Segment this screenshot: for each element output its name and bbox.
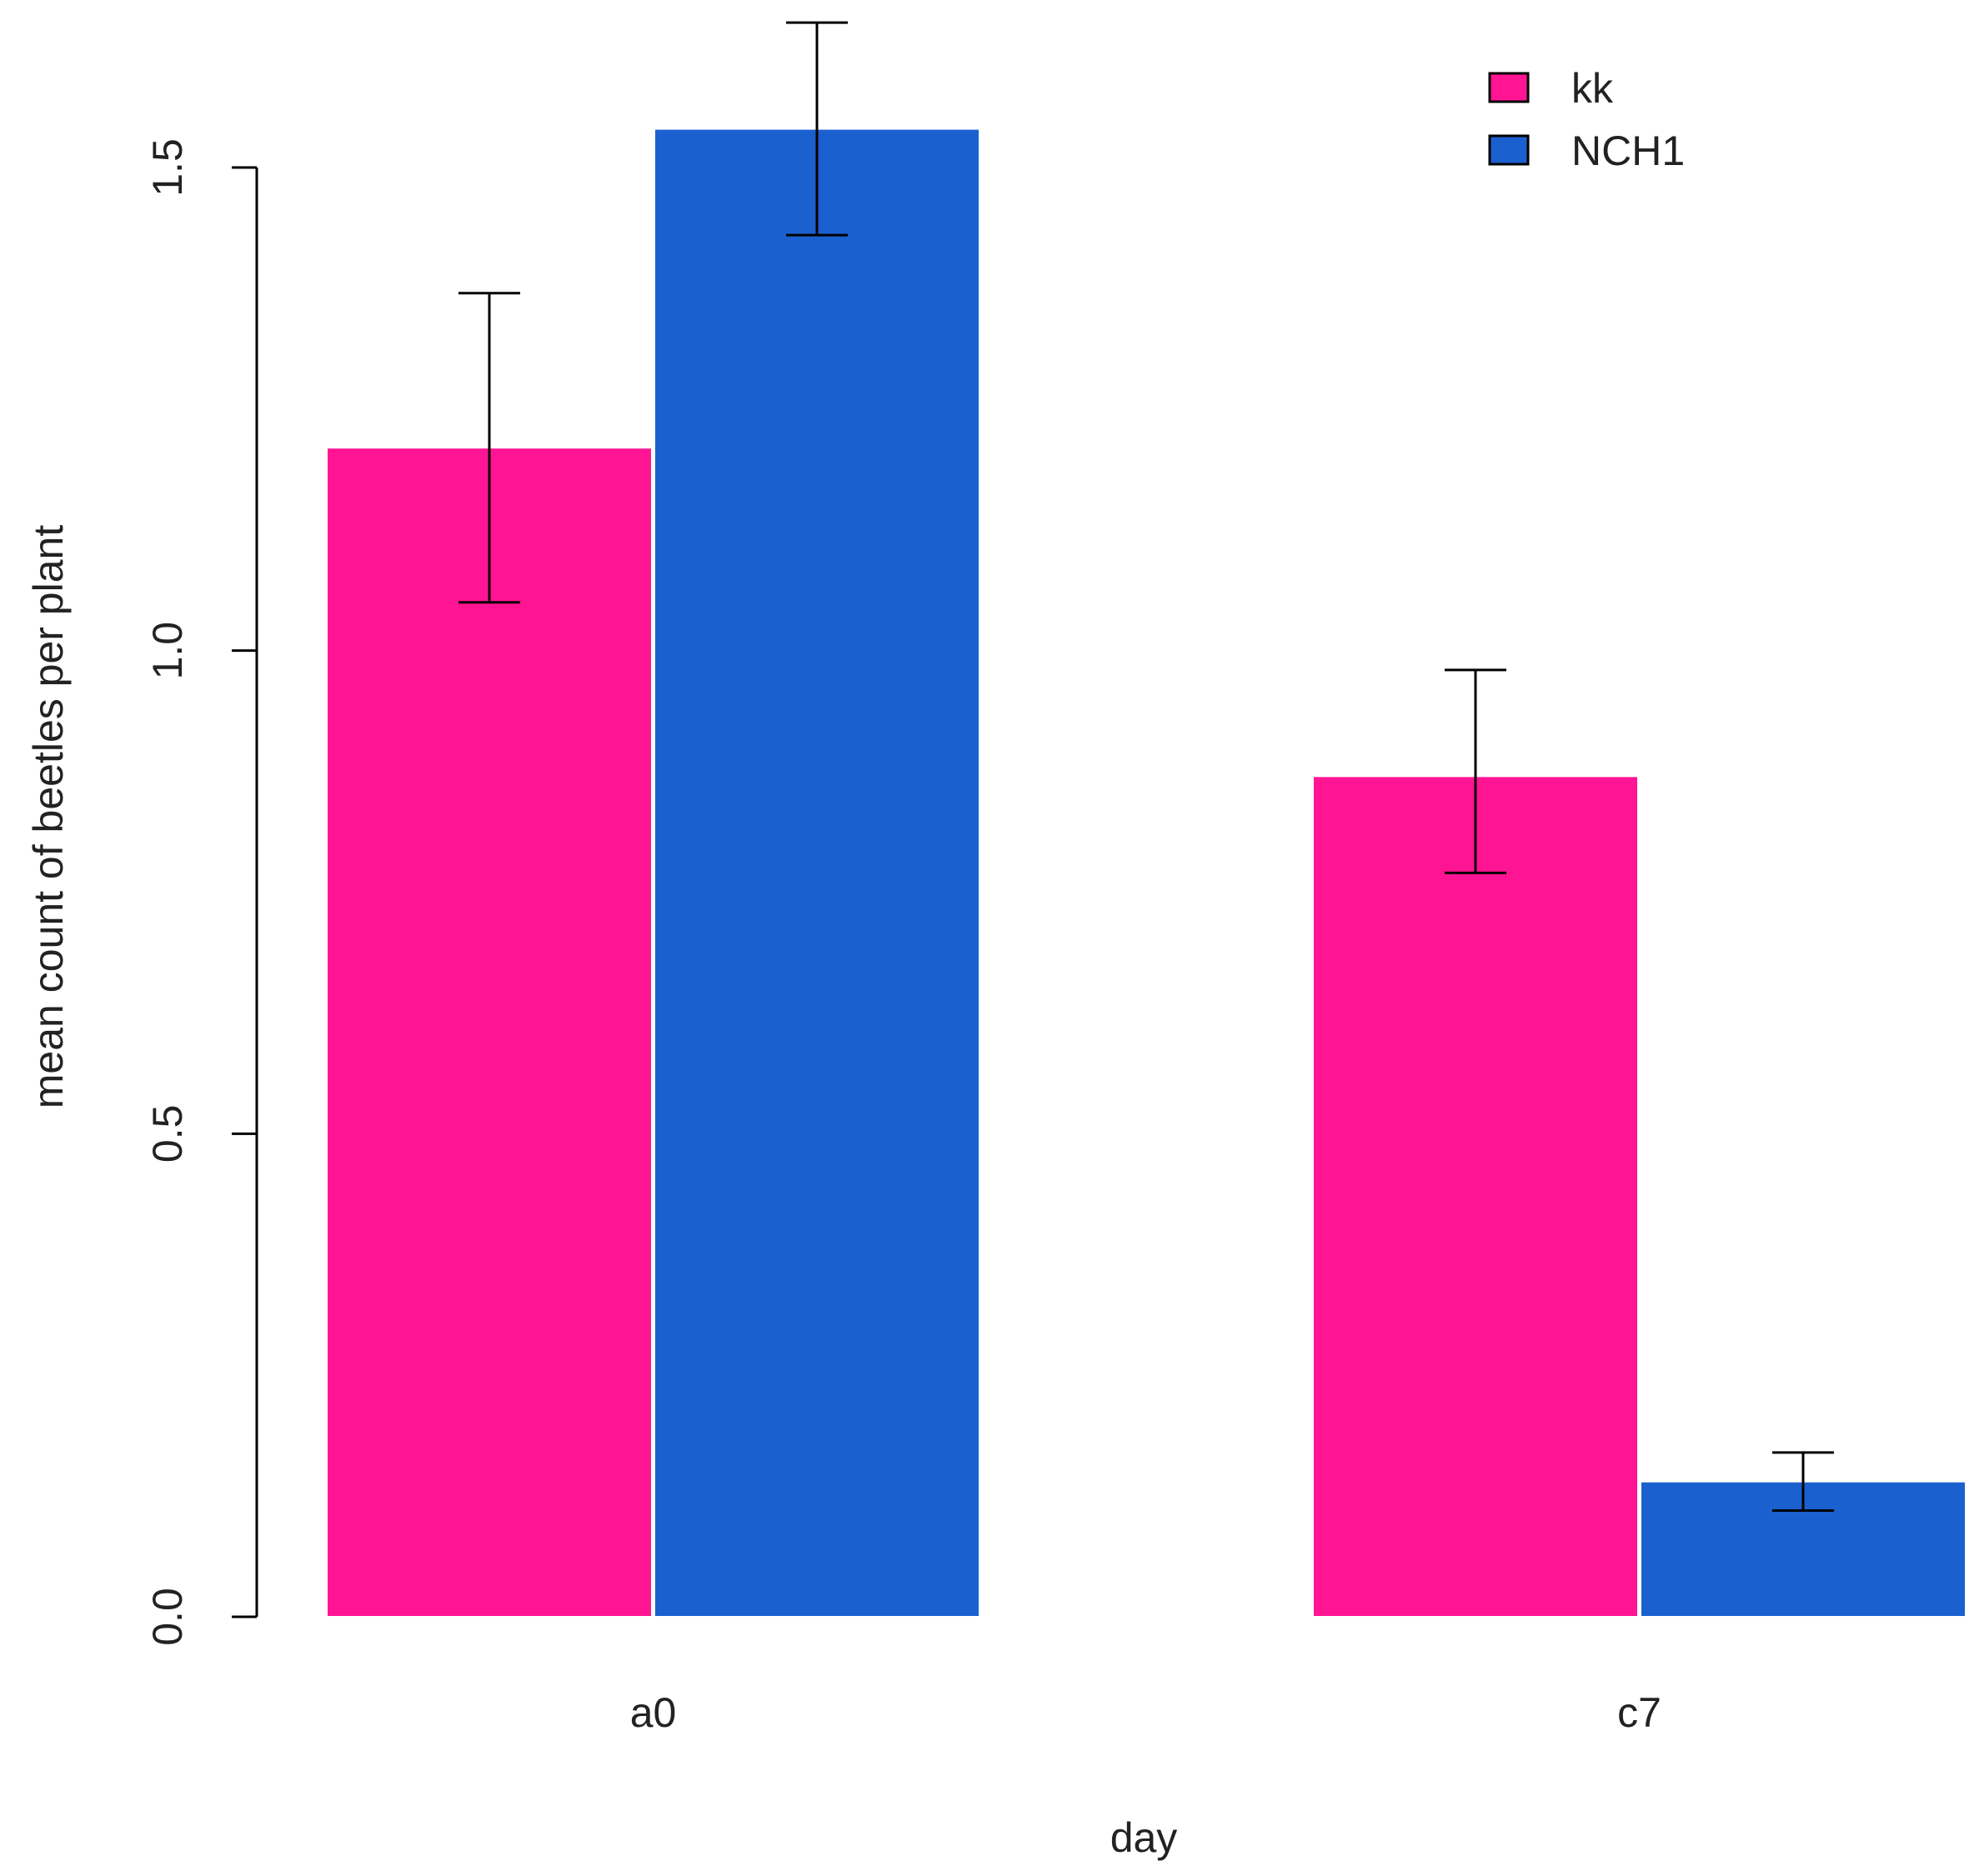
- error-bar-nch1-a0: [786, 21, 848, 237]
- y-tick-label: 0.0: [144, 1588, 191, 1646]
- y-axis-title: mean count of beetles per plant: [25, 525, 72, 1109]
- error-bars-layer: [458, 21, 1834, 1512]
- x-axis-title: day: [1110, 1814, 1178, 1861]
- legend-swatch-kk: [1488, 72, 1530, 103]
- y-tick-label: 1.5: [144, 138, 191, 197]
- error-bar-nch1-c7: [1772, 1451, 1834, 1512]
- bars-layer: [326, 128, 1966, 1618]
- y-ticks-layer: 0.0 0.5 1.0 1.5: [144, 138, 257, 1646]
- y-tick-label: 1.0: [144, 622, 191, 680]
- legend-label-nch1: NCH1: [1571, 128, 1685, 174]
- legend-swatch-nch1: [1488, 134, 1530, 166]
- bar-kk-a0: [326, 447, 653, 1618]
- x-tick-label-c7: c7: [1617, 1689, 1661, 1736]
- error-bar-kk-c7: [1445, 668, 1506, 874]
- bar-kk-c7: [1312, 775, 1639, 1618]
- error-bar-kk-a0: [458, 292, 520, 604]
- y-tick-label: 0.5: [144, 1105, 191, 1163]
- x-tick-labels-layer: a0 c7: [630, 1689, 1661, 1736]
- x-tick-label-a0: a0: [630, 1689, 677, 1736]
- legend: kk NCH1: [1488, 65, 1685, 174]
- legend-label-kk: kk: [1571, 65, 1614, 112]
- bar-nch1-a0: [654, 128, 980, 1618]
